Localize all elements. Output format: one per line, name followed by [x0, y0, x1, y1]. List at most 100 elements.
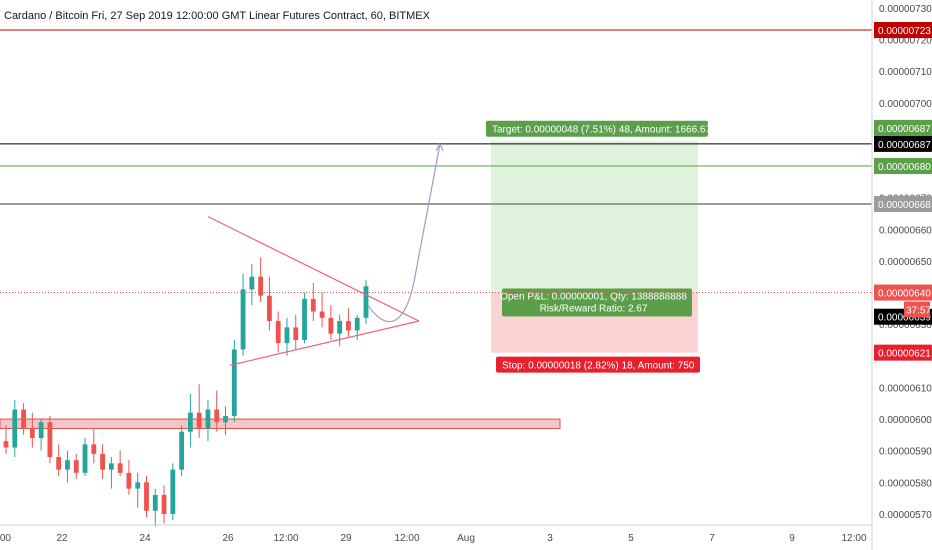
black-level-tag-bg	[874, 135, 932, 152]
horizontal-levels	[0, 29, 872, 294]
candle-body	[100, 453, 105, 470]
candle-body	[337, 321, 343, 334]
candle-body	[152, 494, 158, 511]
y-tick-label: 0.00000600	[879, 415, 932, 426]
candle-body	[3, 441, 9, 448]
black-level-tag: 0.00000687	[878, 140, 931, 151]
candle-body	[267, 295, 272, 322]
open-pnl-label: Open P&L: 0.00000001, Qty: 1388888888	[500, 292, 687, 303]
y-tick-label: 0.00000720	[879, 36, 932, 47]
risk-reward-label: Risk/Reward Ratio: 2.67	[540, 304, 648, 315]
candle-body	[161, 494, 167, 514]
green-level-tag-bg	[874, 158, 932, 175]
candle-body	[38, 422, 44, 439]
candle-body	[258, 276, 264, 296]
candle-body	[91, 444, 97, 454]
x-tick-label: 12:00	[273, 533, 298, 544]
center-label-bg	[502, 288, 692, 317]
candle-body	[249, 276, 255, 290]
candle-body	[170, 469, 176, 514]
y-tick-label: 0.00000650	[879, 257, 932, 268]
x-tick-label: 9	[789, 533, 795, 544]
candle-body	[328, 317, 334, 334]
candle-body	[293, 327, 299, 340]
candle-body	[196, 412, 202, 429]
x-tick-label: Aug	[457, 533, 475, 544]
projection-path	[367, 143, 441, 322]
x-tick-label: 7	[709, 533, 715, 544]
target-price-tag-bg	[874, 119, 932, 136]
x-tick-label: 3	[547, 533, 553, 544]
candles	[3, 257, 369, 527]
chart-title: Cardano / Bitcoin Fri, 27 Sep 2019 12:00…	[4, 10, 430, 22]
current-price-tag: 0.00000640	[878, 289, 931, 300]
x-tick-label: 26	[222, 533, 234, 544]
x-tick-label: 29	[340, 533, 352, 544]
candle-body	[354, 317, 360, 331]
candle-body	[29, 428, 35, 439]
candle-body	[240, 289, 246, 350]
gray-level-tag: 0.00000668	[878, 200, 931, 211]
y-tick-label: 0.00000570	[879, 510, 932, 521]
x-tick-label: 12:00	[841, 533, 866, 544]
countdown-label: 37:57	[906, 306, 931, 317]
x-tick-label: 24	[139, 533, 151, 544]
target-label-bg	[486, 120, 708, 137]
candle-body	[319, 311, 325, 318]
x-tick-label: :00	[0, 533, 11, 544]
gray-level-tag-bg	[874, 195, 932, 212]
support-zone-rect	[0, 418, 561, 430]
candle-body	[205, 409, 211, 429]
resistance-tag-bg	[874, 22, 932, 39]
candle-body	[179, 431, 185, 470]
triangle-lower-line	[229, 320, 420, 366]
candle-body	[117, 463, 123, 473]
y-tick-label: 0.00000660	[879, 225, 932, 236]
support-zone	[0, 418, 561, 430]
projection-arrow-head	[435, 142, 444, 152]
candle-body	[12, 409, 18, 448]
y-tick-label: 0.00000730	[879, 4, 932, 15]
candle-body	[144, 482, 149, 511]
candle-body	[108, 463, 114, 470]
y-tick-label: 0.00000710	[879, 67, 932, 78]
x-tick-label: 22	[56, 533, 68, 544]
x-tick-label: 5	[628, 533, 634, 544]
resistance-tag: 0.00000723	[878, 26, 931, 37]
candle-body	[56, 457, 62, 470]
position-tool: Target: 0.00000048 (7.51%) 48, Amount: 1…	[486, 120, 711, 373]
candle-body	[284, 327, 290, 344]
stop-label: Stop: 0.00000018 (2.82%) 18, Amount: 750	[502, 361, 695, 372]
green-level-tag: 0.00000680	[878, 162, 931, 173]
stop-price-tag-bg	[874, 344, 932, 361]
candle-body	[135, 482, 141, 489]
y-tick-label: 0.00000590	[879, 447, 932, 458]
candle-body	[223, 415, 228, 423]
y-tick-label: 0.00000630	[879, 320, 932, 331]
candle-body	[65, 460, 70, 470]
candle-body	[302, 298, 307, 340]
y-tick-label: 0.00000580	[879, 478, 932, 489]
candle-body	[126, 472, 132, 489]
current-price-tag-bg	[874, 284, 932, 301]
stop-price-tag: 0.00000621	[878, 349, 931, 360]
candle-body	[275, 321, 281, 344]
price-tags: 0.00000723 0.00000687 0.00000680 0.00000668…	[874, 22, 932, 361]
target-label: Target: 0.00000048 (7.51%) 48, Amount: 1…	[492, 125, 711, 136]
x-tick-label: 12:00	[394, 533, 419, 544]
target-zone	[491, 140, 698, 293]
candle-body	[363, 286, 369, 318]
target-price-tag: 0.00000687	[878, 124, 931, 135]
candle-body	[73, 460, 79, 473]
candle-body	[310, 298, 316, 312]
drawings	[207, 142, 444, 366]
candle-body	[346, 321, 351, 331]
y-tick-label: 0.00000700	[879, 99, 932, 110]
candle-body	[214, 409, 220, 423]
triangle-upper-line	[207, 216, 420, 322]
candle-body	[187, 412, 193, 432]
y-tick-label: 0.00000610	[879, 383, 932, 394]
countdown-bg	[904, 301, 930, 318]
